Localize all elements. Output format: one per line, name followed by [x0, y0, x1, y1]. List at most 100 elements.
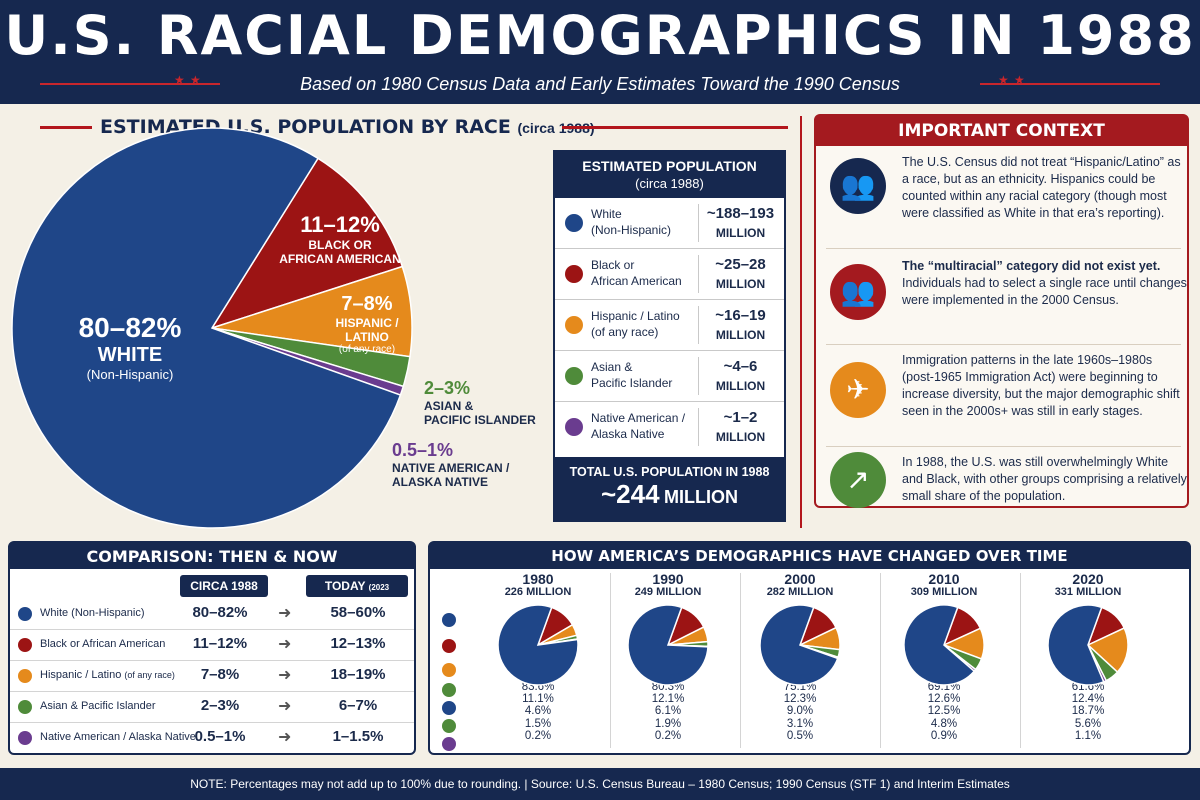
population-row-name-line2: Pacific Islander: [591, 376, 673, 390]
pie-label-native-name: NATIVE AMERICAN /: [392, 461, 510, 475]
timeline-pct: 61.6%: [1071, 681, 1105, 693]
population-value: ~1–2: [723, 409, 758, 426]
population-row-name-line2: (of any race): [591, 325, 659, 339]
population-unit: MILLION: [715, 379, 766, 393]
timeline-total: 309 MILLION: [910, 586, 978, 598]
timeline-pcts: 61.6% 12.4% 18.7% 5.6% 1.1%: [1018, 681, 1158, 742]
timeline-year: 2020: [1072, 571, 1104, 587]
population-row-name-line1: Asian &: [591, 360, 633, 374]
timeline-pct: 12.5%: [927, 705, 961, 718]
timeline-year: 1990: [652, 571, 684, 587]
population-row-name: Black or African American: [591, 257, 695, 289]
context-separator: [826, 446, 1181, 447]
pie-label-hispanic-name: HISPANIC /: [335, 316, 399, 330]
timeline-title: HOW AMERICA’S DEMOGRAPHICS HAVE CHANGED …: [430, 543, 1189, 569]
comparison-row-asian: Asian & Pacific Islander 2–3% ➜ 6–7%: [10, 692, 414, 723]
context-item-1988: ↗ In 1988, the U.S. was still overwhelmi…: [826, 452, 1187, 510]
timeline-total: 282 MILLION: [766, 586, 834, 598]
population-row-hispanic: Hispanic / Latino (of any race) ~16–19 MIL…: [555, 300, 784, 351]
legend-dot-asian: [442, 683, 456, 697]
comparison-row-black: Black or African American 11–12% ➜ 12–13…: [10, 630, 414, 661]
pie-label-white-name: WHITE: [97, 344, 163, 366]
population-value: ~4–6: [723, 358, 758, 375]
section-rule: [562, 126, 788, 129]
page-title: U.S. RACIAL DEMOGRAPHICS IN 1988: [4, 4, 1196, 67]
context-text-body: In 1988, the U.S. was still overwhelming…: [902, 455, 1187, 503]
timeline-pct: 3.1%: [786, 717, 814, 730]
legend-dot-hispanic: [18, 669, 32, 683]
pie-label-hispanic-name2: LATINO: [345, 330, 389, 344]
legend-dot-black: [565, 265, 583, 283]
population-total: TOTAL U.S. POPULATION IN 1988 ~244 MILLI…: [555, 457, 784, 520]
important-context-panel: IMPORTANT CONTEXT 👥 The U.S. Census did …: [814, 114, 1189, 508]
pie-label-white-sub: (Non-Hispanic): [86, 367, 174, 382]
timeline-separator: [880, 573, 881, 748]
comparison-then-value: 0.5–1%: [194, 728, 246, 745]
population-row-native: Native American / Alaska Native ~1–2 MILLI…: [555, 402, 784, 453]
star-icon: ★: [998, 73, 1009, 87]
comparison-col-now: TODAY (2023 ESTIMATES): [306, 575, 408, 606]
legend-dot-mixed: [442, 701, 456, 715]
pie-title-text: ESTIMATED U.S. POPULATION BY RACE: [100, 116, 511, 138]
timeline-pct: 0.5%: [786, 729, 814, 742]
population-value: ~188–193: [706, 205, 775, 222]
pie-label-hispanic: 7–8% HISPANIC / LATINO (of any race): [312, 293, 422, 355]
star-icon: ★: [190, 73, 201, 87]
timeline-pct: 80.3%: [651, 681, 685, 693]
population-row-name-line1: Native American /: [591, 411, 686, 425]
legend-dot-white: [565, 214, 583, 232]
context-separator: [826, 344, 1181, 345]
timeline-col-1990: 1990 249 MILLION 80.3% 12.1% 6.1% 1.9% 0.2%: [598, 569, 738, 753]
population-unit: MILLION: [715, 277, 766, 291]
timeline-col-1980: 1980 226 MILLION 83.6% 11.1% 4.6% 1.5% 0.2%: [468, 569, 608, 753]
comparison-col-now-label: TODAY: [324, 579, 366, 593]
timeline-year: 2010: [928, 571, 960, 587]
context-text: The “multiracial” category did not exist…: [902, 258, 1187, 309]
context-text-body: The U.S. Census did not treat “Hispanic/…: [902, 155, 1181, 220]
timeline-pct: 1.5%: [524, 717, 552, 730]
timeline-pct: 1.1%: [1074, 729, 1102, 742]
population-unit: MILLION: [715, 226, 766, 240]
timeline-pct: 0.9%: [930, 729, 958, 742]
legend-dot-native: [442, 737, 456, 751]
comparison-row-name-main: Hispanic / Latino: [40, 669, 122, 681]
population-unit: MILLION: [715, 430, 766, 444]
comparison-row-name: Native American / Alaska Native: [40, 731, 196, 743]
growth-chart-icon: ↗: [830, 452, 886, 508]
context-text: The U.S. Census did not treat “Hispanic/…: [902, 154, 1187, 222]
timeline-pct: 6.1%: [654, 705, 682, 718]
population-row-name-line2: (Non-Hispanic): [591, 223, 672, 237]
context-text-body: Immigration patterns in the late 1960s–1…: [902, 353, 1180, 418]
pie-label-native-pct: 0.5–1%: [392, 440, 454, 460]
pie-label-black-pct: 11–12%: [300, 212, 380, 237]
population-row-name: White (Non-Hispanic): [591, 206, 695, 238]
population-table-title: ESTIMATED POPULATION: [582, 158, 757, 174]
legend-dot-hispanic: [442, 663, 456, 677]
population-row-name: Hispanic / Latino (of any race): [591, 308, 695, 340]
header-rule-left: [40, 83, 220, 85]
comparison-then-value: 80–82%: [192, 604, 248, 621]
context-text-bold: The “multiracial” category did not exist…: [902, 259, 1161, 273]
page-subtitle: Based on 1980 Census Data and Early Esti…: [300, 74, 900, 94]
timeline-total: 331 MILLION: [1054, 586, 1122, 598]
timeline-pct: 12.6%: [927, 693, 961, 706]
population-row-name-line2: Alaska Native: [591, 427, 665, 441]
legend-dot-white: [442, 613, 456, 627]
timeline-year: 2000: [784, 571, 816, 587]
context-text: In 1988, the U.S. was still overwhelming…: [902, 454, 1187, 505]
timeline-separator: [610, 573, 611, 748]
timeline-pct: 69.1%: [927, 681, 961, 693]
pie-label-hispanic-pct: 7–8%: [341, 293, 393, 315]
timeline-pcts: 80.3% 12.1% 6.1% 1.9% 0.2%: [598, 681, 738, 742]
legend-dot-black: [442, 639, 456, 653]
comparison-row-name: White (Non-Hispanic): [40, 607, 145, 619]
population-row-name-line1: White: [591, 207, 622, 221]
population-row-name: Native American / Alaska Native: [591, 410, 695, 442]
population-row-name-line1: Hispanic / Latino: [591, 309, 680, 323]
timeline-col-2000: 2000 282 MILLION 75.1% 12.3% 9.0% 3.1% 0.5%: [730, 569, 870, 753]
comparison-panel: COMPARISON: THEN & NOW CIRCA 1988 TODAY …: [8, 541, 416, 755]
pie-label-black-name2: AFRICAN AMERICAN: [279, 252, 401, 266]
comparison-col-now-sub: (2023 ESTIMATES): [333, 583, 390, 606]
timeline-separator: [1020, 573, 1021, 748]
pie-label-asian: 2–3% ASIAN & PACIFIC ISLANDER: [424, 378, 544, 427]
